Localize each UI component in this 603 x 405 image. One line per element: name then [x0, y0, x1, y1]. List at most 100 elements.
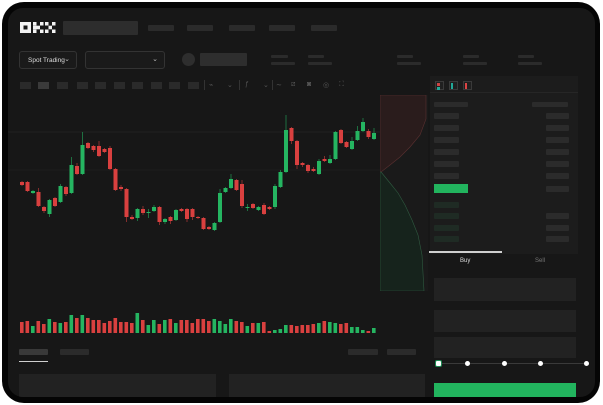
slider-step[interactable] — [465, 361, 470, 366]
candle — [80, 145, 85, 174]
settings-icon[interactable]: ◎ — [323, 82, 330, 89]
volume-bar — [135, 313, 140, 333]
interval-button[interactable] — [95, 82, 106, 89]
orderbook-price[interactable] — [434, 161, 459, 167]
interval-button[interactable] — [114, 82, 125, 89]
filter-button[interactable] — [348, 349, 378, 355]
nav-item[interactable] — [229, 25, 255, 31]
candle — [256, 207, 261, 210]
orderbook-asks-icon[interactable] — [463, 81, 472, 90]
interval-button[interactable] — [57, 82, 68, 89]
orderbook-price[interactable] — [434, 202, 459, 208]
candle — [64, 187, 68, 194]
orderbook-price[interactable] — [434, 236, 459, 242]
okx-logo[interactable] — [20, 22, 56, 33]
volume-bar — [36, 321, 41, 333]
slider-step[interactable] — [502, 361, 507, 366]
orderbook-price[interactable] — [434, 113, 459, 119]
candle — [212, 223, 217, 230]
candle — [339, 130, 343, 143]
volume-bar — [163, 320, 167, 333]
orderbook-bids-icon[interactable] — [449, 81, 458, 90]
candle — [295, 141, 299, 165]
ruler-icon[interactable]: ⧄ — [291, 81, 296, 88]
nav-item[interactable] — [311, 25, 337, 31]
chevron-down-icon[interactable]: ⌄ — [263, 82, 269, 89]
candle — [146, 212, 151, 213]
volume-bar — [306, 325, 310, 333]
volume-bar — [124, 322, 129, 333]
interval-button[interactable] — [151, 82, 162, 89]
chart-type-icon[interactable]: ⌁ — [209, 82, 214, 89]
interval-button[interactable] — [132, 82, 143, 89]
candle — [157, 207, 162, 222]
orderbook-price[interactable] — [434, 125, 459, 131]
slider-step[interactable] — [538, 361, 543, 366]
interval-button[interactable] — [77, 82, 88, 89]
volume-bar — [207, 321, 211, 333]
volume-bar — [234, 321, 239, 333]
orderbook-price[interactable] — [434, 213, 459, 219]
slider-step[interactable] — [584, 361, 589, 366]
orderbook-price[interactable] — [434, 225, 459, 231]
candle — [372, 133, 376, 139]
instrument-dropdown[interactable]: ⌄ — [85, 51, 165, 69]
volume-bar — [130, 323, 134, 333]
filter-button[interactable] — [387, 349, 416, 355]
amount-input[interactable] — [434, 310, 576, 332]
orderbook-price[interactable] — [434, 137, 459, 143]
amount-slider-track[interactable] — [439, 363, 587, 364]
market-type-dropdown[interactable]: Spot Trading ⌄ — [19, 51, 77, 69]
line-tool-icon[interactable]: ∼ — [276, 82, 282, 89]
candle — [168, 217, 173, 221]
instrument-price — [200, 53, 247, 66]
interval-button[interactable] — [20, 82, 31, 89]
fullscreen-icon[interactable]: ⛶ — [339, 81, 344, 88]
interval-button[interactable] — [169, 82, 180, 89]
volume-bar — [267, 331, 272, 333]
search-bar[interactable] — [63, 21, 138, 35]
orderbook-price[interactable] — [434, 149, 459, 155]
nav-item[interactable] — [187, 25, 213, 31]
price-input[interactable] — [434, 278, 576, 301]
volume-bar — [157, 324, 162, 333]
volume-bar — [284, 325, 288, 333]
stat-label — [271, 55, 288, 58]
amount-column-header — [532, 102, 568, 107]
candle — [152, 207, 156, 211]
camera-icon[interactable]: ◙ — [307, 81, 312, 88]
nav-item[interactable] — [269, 25, 295, 31]
interval-button-active[interactable] — [38, 82, 49, 89]
toolbar-divider — [272, 80, 273, 90]
tab-buy[interactable]: Buy — [460, 258, 471, 264]
volume-bar — [333, 323, 338, 333]
volume-bar — [196, 319, 200, 333]
candle — [130, 217, 134, 219]
amount-slider-handle[interactable] — [435, 360, 442, 367]
volume-bar — [289, 325, 294, 333]
volume-bar — [256, 323, 261, 333]
orders-tab[interactable] — [60, 349, 89, 355]
volume-bar — [185, 320, 189, 333]
volume-bar — [86, 318, 90, 333]
interval-button[interactable] — [188, 82, 199, 89]
volume-bar — [31, 326, 35, 333]
orders-tab-active[interactable] — [19, 349, 48, 355]
orderbook-amount — [546, 161, 569, 167]
indicator-icon[interactable]: ƒ — [245, 81, 249, 88]
nav-item[interactable] — [148, 25, 174, 31]
volume-bar — [223, 324, 228, 333]
total-input[interactable] — [434, 337, 576, 358]
candlestick-chart[interactable] — [8, 93, 380, 333]
tab-sell[interactable]: Sell — [535, 258, 546, 264]
chevron-down-icon[interactable]: ⌄ — [227, 82, 233, 89]
orderbook-price[interactable] — [434, 173, 459, 179]
orderbook-amount — [546, 236, 569, 242]
candle — [267, 207, 272, 209]
orderbook-both-icon[interactable] — [435, 81, 444, 90]
tab-underline — [19, 361, 48, 362]
candle — [333, 132, 338, 159]
candle — [273, 186, 277, 207]
buy-button[interactable] — [434, 383, 576, 397]
candle — [86, 143, 90, 148]
